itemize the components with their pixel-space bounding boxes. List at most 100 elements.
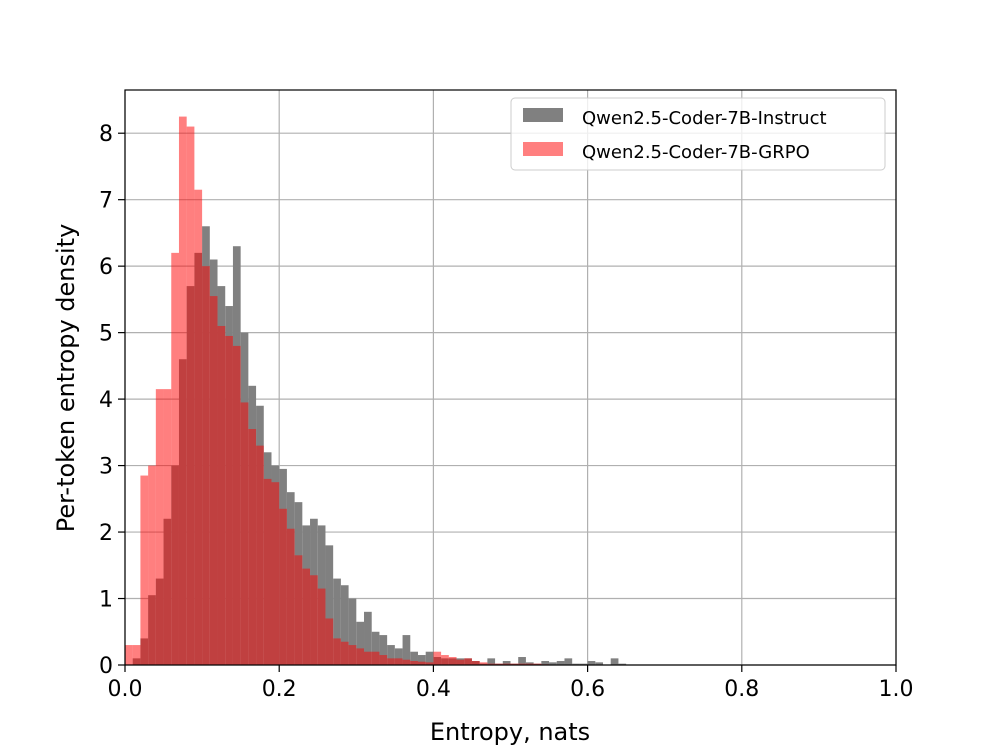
histogram-bar (502, 663, 511, 665)
histogram-bar (294, 555, 303, 665)
x-tick-label: 0.0 (108, 677, 143, 702)
histogram-bar (209, 296, 218, 665)
histogram-bar (587, 661, 596, 665)
histogram-bar (417, 661, 426, 665)
histogram-bar (410, 661, 418, 665)
histogram-bar (495, 663, 503, 665)
x-tick-label: 0.6 (570, 677, 605, 702)
histogram-bar (479, 662, 488, 665)
y-tick-label: 4 (99, 388, 113, 413)
histogram-bar (155, 389, 164, 665)
x-tick-label: 1.0 (879, 677, 914, 702)
histogram-bar (340, 641, 349, 665)
legend-box (510, 97, 886, 171)
histogram-bar (148, 465, 156, 665)
y-tick-label: 3 (99, 455, 113, 480)
histogram-bar (518, 663, 526, 665)
histogram-bar (356, 621, 365, 665)
series-grpo (125, 116, 550, 666)
histogram-bar (456, 659, 465, 665)
histogram-bar (487, 663, 496, 665)
histogram-bar (333, 578, 341, 665)
histogram-bar (356, 648, 365, 665)
legend-label-grpo: Qwen2.5-Coder-7B-GRPO (582, 142, 810, 163)
histogram-bar (348, 598, 357, 665)
histogram-bar (441, 655, 449, 665)
histogram-bar (286, 528, 295, 665)
histogram-bar (541, 661, 550, 665)
histogram-bar (556, 661, 565, 665)
histogram-bar (263, 478, 272, 665)
y-tick-label: 2 (99, 521, 113, 546)
histogram-bar (387, 645, 395, 665)
histogram-bar (217, 325, 226, 665)
histogram-bar (579, 663, 588, 665)
histogram-bar (425, 651, 434, 665)
histogram-bars (125, 116, 627, 666)
histogram-bar (171, 252, 179, 665)
histogram-bar (464, 658, 472, 665)
legend-swatch-grpo (523, 142, 563, 156)
histogram-bar (610, 658, 619, 665)
histogram-bar (232, 345, 241, 665)
histogram-bar (448, 657, 457, 665)
histogram-bar (618, 663, 627, 665)
histogram-bar (402, 635, 411, 665)
histogram-bar (333, 638, 341, 665)
legend-label-instruct: Qwen2.5-Coder-7B-Instruct (582, 108, 827, 129)
histogram-bar (433, 651, 442, 665)
histogram-bar (279, 508, 287, 665)
histogram-bar (348, 645, 357, 665)
y-tick-label: 6 (99, 255, 113, 280)
histogram-bar (310, 575, 318, 665)
y-tick-label: 1 (99, 588, 113, 613)
histogram-bar (471, 661, 480, 665)
plot-frame (124, 89, 897, 666)
histogram-bar (371, 631, 380, 665)
x-tick-label: 0.8 (724, 677, 759, 702)
histogram-bar (340, 585, 349, 665)
histogram-bar (271, 482, 280, 665)
histogram-bar (510, 663, 519, 665)
histogram-bar (248, 429, 257, 665)
histogram-bar (132, 645, 141, 665)
histogram-bar (364, 651, 372, 665)
histogram-bar (502, 661, 511, 665)
histogram-bar (417, 655, 426, 665)
histogram-bar (371, 651, 380, 665)
histogram-bar (325, 545, 334, 665)
histogram-bar (240, 402, 249, 665)
histogram-bar (125, 645, 133, 665)
histogram-bar (379, 635, 388, 665)
histogram-bar (302, 568, 311, 665)
y-tick-label: 5 (99, 322, 113, 347)
x-axis-label: Entropy, nats (430, 718, 590, 746)
legend-swatch-instruct (523, 108, 563, 122)
histogram-bar (364, 611, 372, 665)
histogram-bar (525, 663, 534, 665)
histogram-bar (425, 662, 434, 665)
histogram-bar (202, 266, 210, 665)
histogram-bar (549, 662, 557, 665)
x-tick-label: 0.4 (416, 677, 451, 702)
histogram-bar (564, 658, 573, 665)
histogram-bar (186, 126, 195, 666)
y-tick-label: 7 (99, 189, 113, 214)
histogram-bar (178, 116, 187, 665)
histogram-bar (379, 655, 388, 665)
histogram-bar (317, 588, 326, 665)
histogram-bar (225, 335, 233, 665)
x-tick-label: 0.2 (262, 677, 297, 702)
histogram-bar (410, 651, 418, 665)
axis-ticks: 0.0 0.2 0.4 0.6 0.8 1.0 0 1 2 3 4 5 6 7 8 (99, 122, 914, 702)
histogram-bar (533, 663, 542, 665)
y-tick-label: 8 (99, 122, 113, 147)
y-axis-label: Per-token entropy density (52, 224, 80, 533)
histogram-bar (572, 663, 580, 665)
histogram-bar (595, 662, 604, 665)
histogram-bar (402, 659, 411, 665)
histogram-bar (163, 389, 172, 665)
histogram-bar (387, 658, 395, 665)
histogram-bar (256, 445, 264, 665)
